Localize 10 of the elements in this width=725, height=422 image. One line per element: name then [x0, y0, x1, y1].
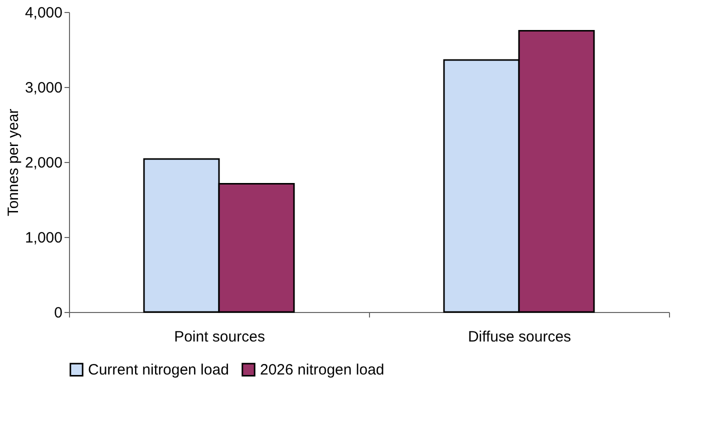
x-tick-label: Point sources [174, 328, 265, 346]
x-tick-label: Diffuse sources [468, 328, 572, 346]
legend-label: 2026 nitrogen load [260, 362, 384, 379]
y-tick-label: 3,000 [24, 80, 62, 96]
y-tick-label: 1,000 [24, 230, 62, 246]
legend-label: Current nitrogen load [88, 362, 229, 379]
y-tick-label: 2,000 [24, 154, 62, 172]
y-tick-label: 4,000 [24, 4, 62, 22]
y-tick-label: 0 [54, 304, 62, 322]
y-axis-title: Tonnes per year [4, 108, 22, 216]
